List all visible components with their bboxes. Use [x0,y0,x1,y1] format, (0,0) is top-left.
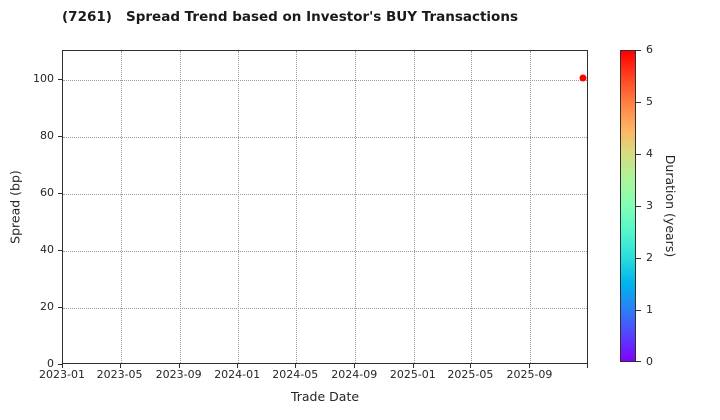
x-tick-mark [119,364,121,368]
y-gridline [63,307,587,309]
plot-area [62,50,588,364]
x-tick-label: 2024-09 [331,368,378,381]
x-tick-mark [237,364,239,368]
x-gridline [530,51,532,363]
x-tick-mark [295,364,297,368]
x-tick-mark [354,364,356,368]
x-tick-label: 2024-01 [214,368,261,381]
colorbar-tick-label: 3 [646,199,653,212]
y-axis-label: Spread (bp) [7,170,23,244]
colorbar-tick-label: 0 [646,355,653,368]
y-gridline [63,250,587,252]
y-tick-mark [58,135,62,137]
colorbar-tick-label: 4 [646,147,653,160]
colorbar [620,50,636,362]
chart-title: (7261) Spread Trend based on Investor's … [62,9,518,25]
y-tick-label: 0 [47,357,54,370]
y-tick-mark [58,306,62,308]
colorbar-tick-label: 1 [646,303,653,316]
colorbar-tick-label: 6 [646,43,653,56]
x-tick-label: 2024-05 [272,368,319,381]
colorbar-label: Duration (years) [663,154,678,258]
colorbar-tick-mark [636,310,641,311]
y-gridline [63,136,587,138]
x-axis-label: Trade Date [290,389,360,404]
x-gridline [355,51,357,363]
x-tick-mark [178,364,180,368]
colorbar-tick-mark [636,50,641,51]
y-tick-mark [58,249,62,251]
y-tick-label: 20 [40,299,54,313]
x-tick-mark [587,364,588,368]
y-tick-label: 60 [40,185,54,199]
x-gridline [238,51,240,363]
x-tick-mark [412,364,414,368]
x-gridline [413,51,415,363]
x-tick-label: 2023-05 [96,368,143,381]
y-tick-label: 40 [40,242,54,256]
colorbar-tick-mark [636,102,641,103]
y-tick-mark [58,364,62,365]
x-tick-label: 2023-01 [39,368,85,381]
x-gridline [471,51,473,363]
y-tick-mark [58,192,62,194]
colorbar-tick-label: 5 [646,95,653,108]
x-tick-mark [529,364,531,368]
x-gridline [120,51,122,363]
colorbar-tick-mark [636,361,641,362]
colorbar-tick-label: 2 [646,251,653,264]
y-tick-mark [58,78,62,80]
x-tick-label: 2025-09 [506,368,553,381]
scatter-point [579,74,587,82]
colorbar-tick-mark [636,258,641,259]
x-tick-label: 2023-09 [155,368,202,381]
y-gridline [63,193,587,195]
colorbar-tick-mark [636,154,641,155]
colorbar-tick-mark [636,206,641,207]
y-gridline [63,79,587,81]
x-tick-mark [470,364,472,368]
x-tick-mark [62,364,63,368]
y-tick-label: 80 [40,128,54,142]
x-gridline [296,51,298,363]
y-tick-label: 100 [33,71,54,85]
x-tick-label: 2025-05 [447,368,494,381]
x-tick-label: 2025-01 [389,368,436,381]
x-gridline [179,51,181,363]
